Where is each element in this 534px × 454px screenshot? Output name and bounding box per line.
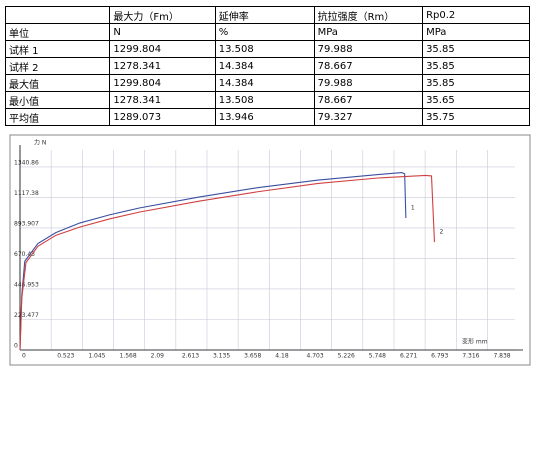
- table-cell: 35.75: [422, 108, 530, 126]
- table-cell: 试样 2: [4, 57, 111, 75]
- table-row: 最大力（Fm） 延伸率 抗拉强度（Rm） Rp0.2: [4, 6, 530, 24]
- table-cell: 14.384: [214, 57, 315, 75]
- chart: 力 N 变形 mm 0223.477446.953670.43893.90711…: [9, 134, 531, 366]
- y-tick-label: 670.43: [14, 251, 35, 258]
- table-cell: 79.988: [313, 40, 424, 58]
- table-row: 最小值 1278.341 13.508 78.667 35.65: [4, 91, 530, 109]
- table-cell: 1299.804: [109, 40, 216, 58]
- table-cell: %: [214, 23, 315, 41]
- curve: [19, 174, 436, 351]
- y-tick-label: 446.953: [14, 281, 39, 288]
- chart-frame: [9, 134, 531, 366]
- table-cell: 单位: [4, 23, 111, 41]
- table-row: 试样 1 1299.804 13.508 79.988 35.85: [4, 40, 530, 58]
- table-row: 最大值 1299.804 14.384 79.988 35.85: [4, 74, 530, 92]
- x-tick-label: 3.658: [244, 353, 261, 360]
- table-cell: 最大值: [4, 74, 111, 92]
- y-tick-label: 223.477: [14, 312, 39, 319]
- x-tick-label: 0: [22, 353, 26, 360]
- table-cell: 13.508: [214, 91, 315, 109]
- table-cell: 35.85: [422, 74, 530, 92]
- table-cell: 35.85: [422, 57, 530, 75]
- table-cell: [4, 6, 111, 24]
- x-tick-label: 4.18: [275, 353, 289, 360]
- table-cell: Rp0.2: [422, 6, 530, 24]
- x-tick-label: 7.838: [493, 353, 510, 360]
- table-cell: 试样 1: [4, 40, 111, 58]
- table-cell: MPa: [313, 23, 424, 41]
- table-cell: 13.508: [214, 40, 315, 58]
- curve-label: 1: [411, 204, 415, 211]
- x-tick-label: 3.135: [213, 353, 230, 360]
- table-cell: 1278.341: [109, 57, 216, 75]
- table-cell: 最小值: [4, 91, 111, 109]
- x-tick-label: 1.045: [88, 353, 105, 360]
- x-tick-label: 2.613: [182, 353, 199, 360]
- result-table: 最大力（Fm） 延伸率 抗拉强度（Rm） Rp0.2 单位 N% MPa MPa 试样 1 129…: [4, 6, 530, 126]
- x-tick-label: 4.703: [306, 353, 323, 360]
- table-cell: 抗拉强度（Rm）: [313, 6, 424, 24]
- x-axis-label: 变形 mm: [462, 338, 488, 346]
- table-cell: 1278.341: [109, 91, 216, 109]
- table-row: 平均值 1289.073 13.946 79.327 35.75: [4, 108, 530, 126]
- table-cell: 35.85: [422, 40, 530, 58]
- table-cell: 1299.804: [109, 74, 216, 92]
- table-cell: 13.946: [214, 108, 315, 126]
- table-row: 单位 N% MPa MPa: [4, 23, 530, 41]
- table-cell: 35.65: [422, 91, 530, 109]
- x-tick-label: 6.793: [431, 353, 448, 360]
- table-cell: 79.327: [313, 108, 424, 126]
- x-tick-label: 6.271: [400, 353, 417, 360]
- table-cell: 14.384: [214, 74, 315, 92]
- curve-label: 2: [439, 229, 443, 236]
- x-tick-label: 1.568: [120, 353, 137, 360]
- table-cell: N: [109, 23, 216, 41]
- table-row: 试样 2 1278.341 14.384 78.667 35.85: [4, 57, 530, 75]
- table-cell: MPa: [422, 23, 530, 41]
- table-cell: 78.667: [313, 57, 424, 75]
- y-tick-label: 1340.86: [14, 159, 39, 166]
- table-cell: 平均值: [4, 108, 111, 126]
- x-tick-label: 5.748: [369, 353, 386, 360]
- x-tick-label: 2.09: [151, 353, 165, 360]
- table-cell: 79.988: [313, 74, 424, 92]
- table-cell: 78.667: [313, 91, 424, 109]
- y-tick-label: 0: [14, 343, 18, 350]
- table-cell: 1289.073: [109, 108, 216, 126]
- table-cell: 延伸率: [214, 6, 315, 24]
- x-tick-label: 5.226: [338, 353, 355, 360]
- y-tick-label: 893.907: [14, 220, 39, 227]
- x-tick-label: 7.316: [462, 353, 479, 360]
- x-tick-label: 0.523: [57, 353, 74, 360]
- table-cell: 最大力（Fm）: [109, 6, 216, 24]
- y-tick-label: 1117.38: [14, 190, 39, 197]
- curve: [19, 171, 407, 351]
- y-axis-label: 力 N: [34, 139, 46, 147]
